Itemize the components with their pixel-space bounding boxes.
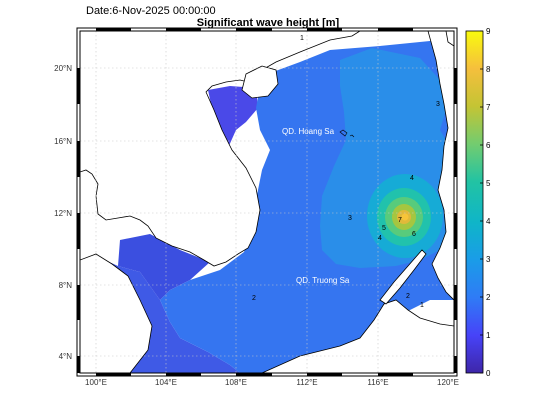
contour-label: 7 xyxy=(398,217,402,224)
contour-label: 3 xyxy=(436,101,440,108)
chart-title: Significant wave height [m] xyxy=(197,17,340,29)
graticule xyxy=(80,31,454,373)
date-label: Date:6-Nov-2025 00:00:00 xyxy=(86,5,216,17)
colorbar-tick-label: 6 xyxy=(486,141,491,150)
lat-tick-label: 12°N xyxy=(54,209,72,218)
sea-zone-gulf xyxy=(118,234,210,300)
map-panel: 1 3 3 4 5 6 7 4 2 1 2 QD. Hoang Sa QD. T… xyxy=(80,31,454,373)
lon-tick-label: 112°E xyxy=(296,378,317,387)
colorbar-tick-label: 7 xyxy=(486,103,491,112)
land-hainan xyxy=(241,65,279,99)
contour-label: 5 xyxy=(382,225,386,232)
paracel-islands xyxy=(339,129,355,138)
lat-tick-label: 20°N xyxy=(54,64,72,73)
colorbar-tick-label: 5 xyxy=(486,179,491,188)
label-hoang-sa: QD. Hoang Sa xyxy=(282,127,335,136)
lat-tick-label: 4°N xyxy=(59,352,73,361)
lat-tick-label: 8°N xyxy=(59,281,73,290)
land-philippines xyxy=(427,31,454,301)
lon-tick-label: 116°E xyxy=(367,378,388,387)
land-taiwan xyxy=(445,31,454,47)
contour-label: 2 xyxy=(252,295,256,302)
colorbar: 0 1 2 3 4 5 6 7 8 9 xyxy=(465,27,491,378)
colorbar-tick-label: 3 xyxy=(486,255,491,264)
lon-tick-label: 108°E xyxy=(225,378,247,387)
lat-axis: 20°N 16°N 12°N 8°N 4°N xyxy=(54,64,72,361)
colorbar-tick-label: 4 xyxy=(486,217,491,226)
contour-label: 6 xyxy=(412,231,416,238)
contour-label: 3 xyxy=(348,215,352,222)
contour-label: 1 xyxy=(420,302,424,309)
colorbar-tick-label: 9 xyxy=(486,27,491,36)
lon-tick-label: 120°E xyxy=(437,378,459,387)
lon-axis: 100°E 104°E 108°E 112°E 116°E 120°E xyxy=(85,378,459,387)
contour-label: 2 xyxy=(406,293,410,300)
contour-label: 4 xyxy=(378,235,382,242)
storm-core xyxy=(401,213,409,221)
colorbar-tick-label: 8 xyxy=(486,65,491,74)
lon-tick-label: 100°E xyxy=(85,378,107,387)
lon-tick-label: 104°E xyxy=(155,378,177,387)
label-truong-sa: QD. Truong Sa xyxy=(296,276,350,285)
land-borneo xyxy=(261,299,454,373)
lat-tick-label: 16°N xyxy=(54,137,72,146)
map-frame xyxy=(76,27,458,377)
colorbar-tick-label: 1 xyxy=(486,331,491,340)
colorbar-ticks xyxy=(480,30,483,374)
contour-label: 1 xyxy=(300,35,304,42)
land-malay xyxy=(80,253,153,373)
colorbar-tick-label: 2 xyxy=(486,293,491,302)
colorbar-gradient xyxy=(465,30,484,374)
contour-label: 4 xyxy=(410,175,414,182)
colorbar-tick-label: 0 xyxy=(486,369,491,378)
land-palawan xyxy=(379,249,427,305)
